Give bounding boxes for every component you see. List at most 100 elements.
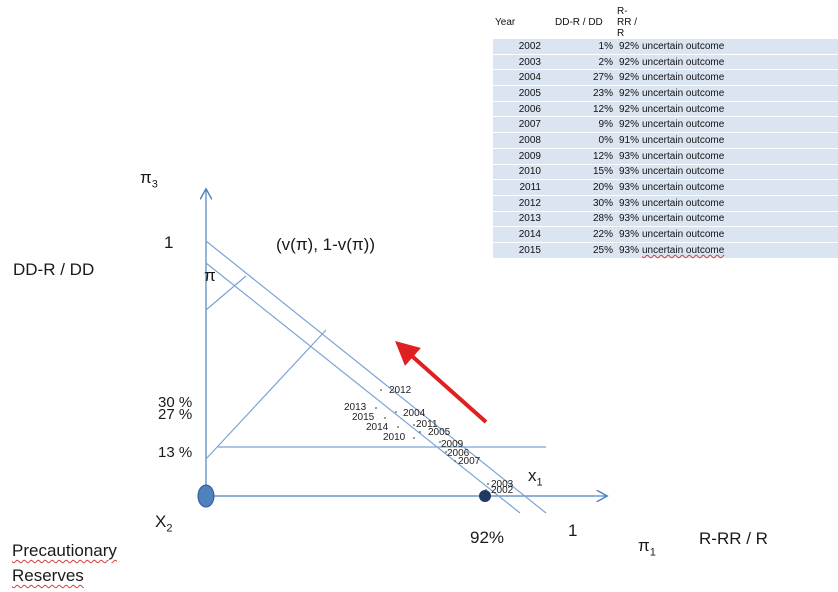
cell-outcome: uncertain outcome — [639, 179, 838, 196]
cell-outcome: uncertain outcome — [639, 116, 838, 134]
year-label: 2004 — [403, 408, 426, 419]
cell-outcome: uncertain outcome — [639, 164, 838, 181]
simplex-boundary-line — [205, 240, 547, 514]
table-row: 2013 28% 93% uncertain outcome — [493, 211, 838, 228]
left-axis-title: DD-R / DD — [13, 260, 95, 279]
year-dot — [413, 437, 415, 439]
table-row: 2009 12% 93% uncertain outcome — [493, 148, 838, 165]
cell-dd-r: 12% — [553, 148, 615, 165]
year-dot — [395, 411, 397, 413]
table-row: 2015 25% 93% uncertain outcome — [493, 242, 838, 259]
cell-dd-r: 12% — [553, 101, 615, 118]
cell-year: 2011 — [493, 179, 553, 196]
table-body: 2002 1% 92% uncertain outcome 2003 2% 92% uncer… — [493, 39, 838, 259]
pct-27-label: 27 % — [158, 406, 193, 423]
year-label: 2003 — [491, 479, 514, 490]
table-header-row: Year DD-R / DD R-RR / R — [493, 6, 838, 39]
pi3-axis-label: π3 — [140, 168, 158, 191]
year-label: 2010 — [383, 432, 406, 443]
table-row: 2014 22% 93% uncertain outcome — [493, 226, 838, 243]
indifference-line-lower — [205, 329, 327, 460]
table-row: 2008 0% 91% uncertain outcome — [493, 132, 838, 149]
year-label: 2014 — [366, 422, 389, 433]
year-label: 2006 — [447, 448, 470, 459]
pct-92-label: 92% — [470, 528, 505, 547]
table-row: 2005 23% 92% uncertain outcome — [493, 85, 838, 102]
cell-year: 2004 — [493, 69, 553, 87]
cell-rr-r: 92% — [615, 101, 639, 118]
cell-rr-r: 92% — [615, 69, 639, 87]
x2-label: X2 — [155, 512, 173, 535]
precautionary-label: Precautionary — [12, 541, 117, 560]
year-dot — [375, 407, 377, 409]
x1-subscript: 1 — [536, 476, 543, 489]
cell-outcome: uncertain outcome — [639, 195, 838, 212]
cell-year: 2006 — [493, 101, 553, 118]
cell-year: 2013 — [493, 211, 553, 228]
cell-outcome: uncertain outcome — [639, 226, 838, 243]
cell-dd-r: 1% — [553, 39, 615, 55]
cell-outcome: uncertain outcome — [639, 132, 838, 149]
table-row: 2010 15% 93% uncertain outcome — [493, 164, 838, 181]
cell-outcome: uncertain outcome — [639, 242, 838, 259]
year-dot — [413, 424, 415, 426]
tick-one-right: 1 — [568, 521, 578, 540]
table-row: 2006 12% 92% uncertain outcome — [493, 101, 838, 118]
cell-dd-r: 15% — [553, 164, 615, 181]
cell-rr-r: 93% — [615, 164, 639, 181]
cell-outcome: uncertain outcome — [639, 54, 838, 71]
year-dot — [487, 483, 489, 485]
cell-outcome: uncertain outcome — [639, 85, 838, 102]
cell-rr-r: 93% — [615, 226, 639, 243]
year-label: 2007 — [458, 456, 481, 467]
cell-rr-r: 93% — [615, 242, 639, 259]
year-dot — [439, 441, 441, 443]
reserves-label: Reserves — [12, 566, 84, 585]
header-dd: DD-R / DD — [553, 6, 615, 39]
year-label: 2005 — [428, 427, 451, 438]
origin-dot — [197, 484, 215, 508]
cell-rr-r: 92% — [615, 39, 639, 55]
cell-year: 2007 — [493, 116, 553, 134]
year-dot — [380, 389, 382, 391]
year-label: 2015 — [352, 412, 375, 423]
trend-arrow — [395, 341, 488, 424]
year-point-dots — [375, 389, 489, 491]
table-row: 2012 30% 93% uncertain outcome — [493, 195, 838, 212]
table-row: 2007 9% 92% uncertain outcome — [493, 116, 838, 134]
cell-year: 2009 — [493, 148, 553, 165]
vpi-annotation: (v(π), 1-v(π)) — [276, 235, 375, 254]
cell-dd-r: 30% — [553, 195, 615, 212]
pct-30-label: 30 % — [158, 394, 193, 411]
cell-outcome: uncertain outcome — [639, 69, 838, 87]
cell-outcome-text: uncertain outcome — [642, 244, 725, 256]
cell-dd-r: 0% — [553, 132, 615, 149]
header-year: Year — [493, 6, 553, 39]
year-dot — [454, 460, 456, 462]
cell-rr-r: 93% — [615, 211, 639, 228]
simplex-inner-line — [205, 262, 521, 514]
pi-marker: π — [204, 266, 216, 285]
cell-year: 2014 — [493, 226, 553, 243]
header-rr: R-RR / R — [615, 6, 639, 39]
year-dot — [485, 489, 487, 491]
year-label: 2012 — [389, 385, 412, 396]
cell-dd-r: 25% — [553, 242, 615, 259]
cell-outcome: uncertain outcome — [639, 101, 838, 118]
cell-dd-r: 9% — [553, 116, 615, 134]
pi1-axis-label: π1 — [638, 536, 656, 559]
cell-rr-r: 93% — [615, 195, 639, 212]
year-label: 2002 — [491, 485, 514, 496]
year-label: 2013 — [344, 402, 367, 413]
cell-year: 2012 — [493, 195, 553, 212]
cell-dd-r: 22% — [553, 226, 615, 243]
x1-label: x1 — [528, 466, 543, 489]
point-92-dot — [479, 490, 491, 502]
cell-dd-r: 23% — [553, 85, 615, 102]
cell-rr-r: 92% — [615, 85, 639, 102]
cell-year: 2005 — [493, 85, 553, 102]
year-data-table: Year DD-R / DD R-RR / R 2002 1% 92% uncerta… — [493, 6, 838, 259]
x2-subscript: 2 — [166, 522, 173, 535]
cell-outcome: uncertain outcome — [639, 39, 838, 55]
